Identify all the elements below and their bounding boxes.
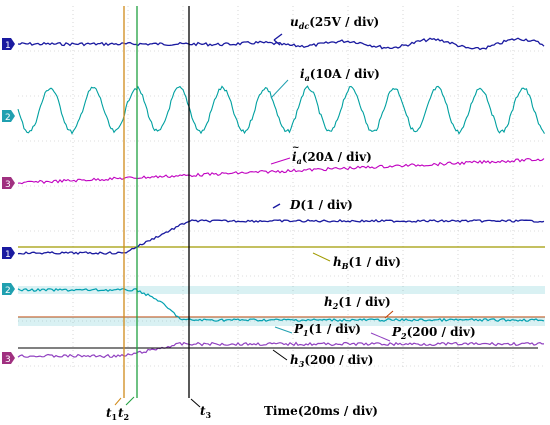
label-udc: udc(25V / div): [290, 15, 379, 31]
label-P1: P1(1 / div): [293, 322, 361, 338]
channel-badge-label: 1: [5, 250, 11, 260]
channel-badges: 1 2 3 1 2 3: [2, 38, 15, 365]
label-P2: P2(200 / div): [391, 325, 476, 341]
channel-badge-label: 2: [5, 113, 11, 123]
channel-badge-ch1-bot: [2, 247, 15, 259]
label-ia-env: ia(20A / div): [292, 150, 372, 166]
traces: [17, 37, 545, 359]
channel-badge-ch1-top: [2, 38, 15, 50]
D-trace: [17, 219, 545, 255]
label-hB: hB(1 / div): [333, 255, 401, 271]
channel-badge-ch2-bot: [2, 283, 15, 295]
label-t2: t2: [118, 406, 129, 422]
label-t3: t3: [200, 404, 212, 420]
channel-badge-ch3-top: [2, 177, 15, 189]
P1-band-left: [18, 286, 545, 294]
channel-badge-label: 3: [5, 355, 11, 365]
label-h2: h2(1 / div): [324, 295, 391, 311]
label-D: D(1 / div): [289, 198, 353, 212]
label-ia-env-tilde: ~: [292, 143, 300, 153]
channel-badge-ch3-bot: [2, 352, 15, 364]
label-ia: ia(10A / div): [300, 67, 380, 83]
channel-badge-ch2-top: [2, 110, 15, 122]
P2-trace: [17, 341, 544, 359]
ia-trace: [17, 85, 545, 135]
ia-env-trace: [17, 158, 545, 185]
P1-band-right: [18, 317, 545, 326]
label-t1: t1: [106, 406, 117, 422]
channel-badge-label: 2: [5, 286, 11, 296]
channel-badge-label: 3: [5, 180, 11, 190]
grid: [18, 6, 545, 370]
label-h3: h3(200 / div): [290, 353, 373, 369]
P1-trace: [17, 287, 545, 323]
x-axis-label: Time(20ms / div): [264, 404, 378, 418]
channel-badge-label: 1: [5, 41, 11, 51]
series-labels: udc(25V / div) ia(10A / div) ia(20A / di…: [289, 15, 476, 369]
marker-labels: t1 t2 t3: [106, 396, 212, 422]
udc-trace: [17, 37, 545, 51]
annotation-arrows: [270, 33, 394, 361]
